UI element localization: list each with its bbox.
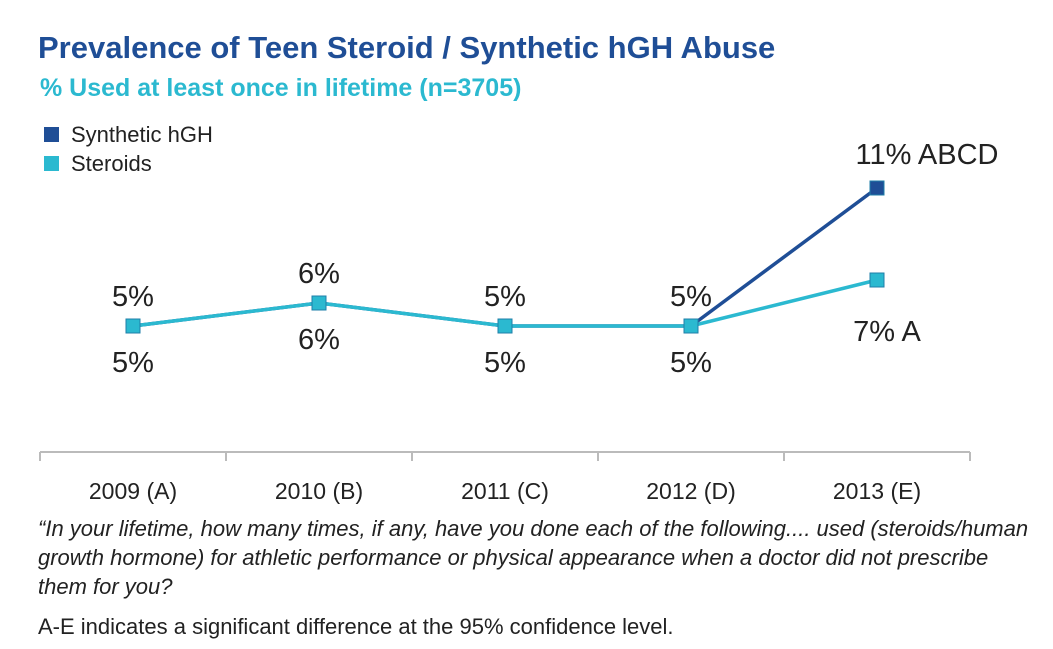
data-label-steroids: 5% — [112, 347, 154, 379]
data-label-synthetic-hgh: 5% — [484, 281, 526, 313]
data-label-steroids: 6% — [298, 324, 340, 356]
x-tick-label: 2011 (C) — [461, 478, 549, 504]
legend-swatch-steroids — [44, 156, 59, 171]
survey-question-footnote: “In your lifetime, how many times, if an… — [38, 516, 1029, 599]
data-point-steroids — [683, 318, 699, 334]
legend-label-synthetic-hgh: Synthetic hGH — [71, 121, 213, 147]
data-label-synthetic-hgh: 5% — [670, 281, 712, 313]
data-point-steroids — [869, 272, 885, 288]
data-label-synthetic-hgh: 5% — [112, 281, 154, 313]
data-point-synthetic-hgh — [869, 180, 885, 196]
data-label-synthetic-hgh: 11% ABCD — [856, 139, 999, 171]
data-point-steroids — [497, 318, 513, 334]
legend-item-steroids: Steroids — [44, 149, 213, 178]
x-tick-label: 2009 (A) — [89, 478, 177, 504]
data-point-steroids — [311, 295, 327, 311]
x-tick-label: 2012 (D) — [646, 478, 735, 504]
chart-legend: Synthetic hGH Steroids — [44, 120, 213, 178]
chart-title: Prevalence of Teen Steroid / Synthetic h… — [38, 30, 776, 65]
x-tick-label: 2013 (E) — [833, 478, 921, 504]
data-point-steroids — [125, 318, 141, 334]
legend-label-steroids: Steroids — [71, 150, 152, 176]
legend-item-synthetic-hgh: Synthetic hGH — [44, 120, 213, 149]
data-label-steroids: 7% A — [853, 316, 921, 348]
data-label-steroids: 5% — [484, 347, 526, 379]
legend-swatch-synthetic-hgh — [44, 127, 59, 142]
data-label-steroids: 5% — [670, 347, 712, 379]
x-tick-label: 2010 (B) — [275, 478, 363, 504]
chart-subtitle: % Used at least once in lifetime (n=3705… — [40, 74, 522, 102]
significance-note: A-E indicates a significant difference a… — [38, 614, 674, 639]
data-label-synthetic-hgh: 6% — [298, 258, 340, 290]
